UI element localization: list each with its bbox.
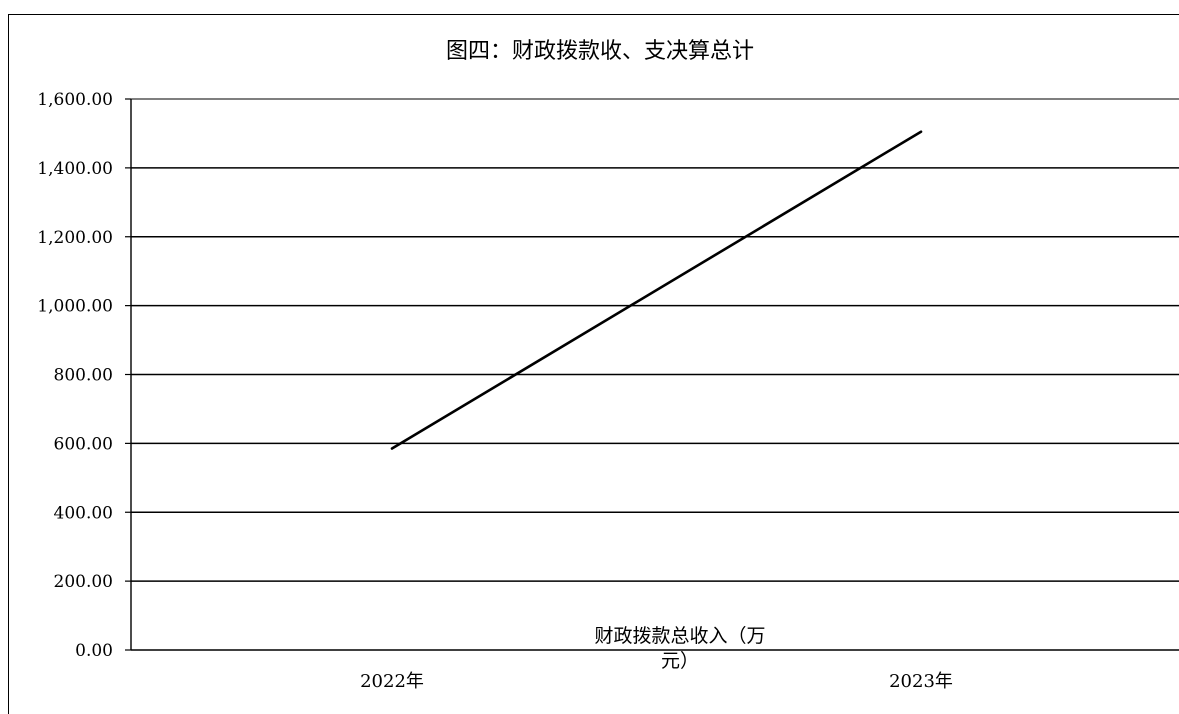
y-axis-tick-labels: 0.00 200.00 400.00 600.00 800.00 1,000.00 1,20… (37, 90, 113, 661)
series-line (392, 132, 921, 449)
x-category-label: 2023年 (889, 671, 953, 692)
gridlines (131, 99, 1179, 581)
x-axis-category-labels: 2022年 2023年 (360, 671, 953, 692)
legend-label-continued: 元） (661, 650, 699, 672)
chart-title: 图四：财政拨款收、支决算总计 (446, 39, 754, 64)
y-tick-label: 1,200.00 (37, 228, 113, 248)
series-lines (392, 132, 921, 449)
legend-label: 财政拨款总收入（万 (594, 625, 765, 647)
y-tick-label: 600.00 (54, 434, 113, 454)
y-tick-label: 800.00 (54, 366, 113, 386)
y-tick-label: 400.00 (54, 503, 113, 523)
y-tick-label: 1,000.00 (37, 297, 113, 317)
x-category-label: 2022年 (360, 671, 424, 692)
y-tick-label: 0.00 (75, 641, 113, 661)
y-tick-label: 1,600.00 (37, 90, 113, 110)
legend: 财政拨款总收入（万元） (594, 625, 765, 672)
y-tick-label: 1,400.00 (37, 159, 113, 179)
y-tick-label: 200.00 (54, 572, 113, 592)
